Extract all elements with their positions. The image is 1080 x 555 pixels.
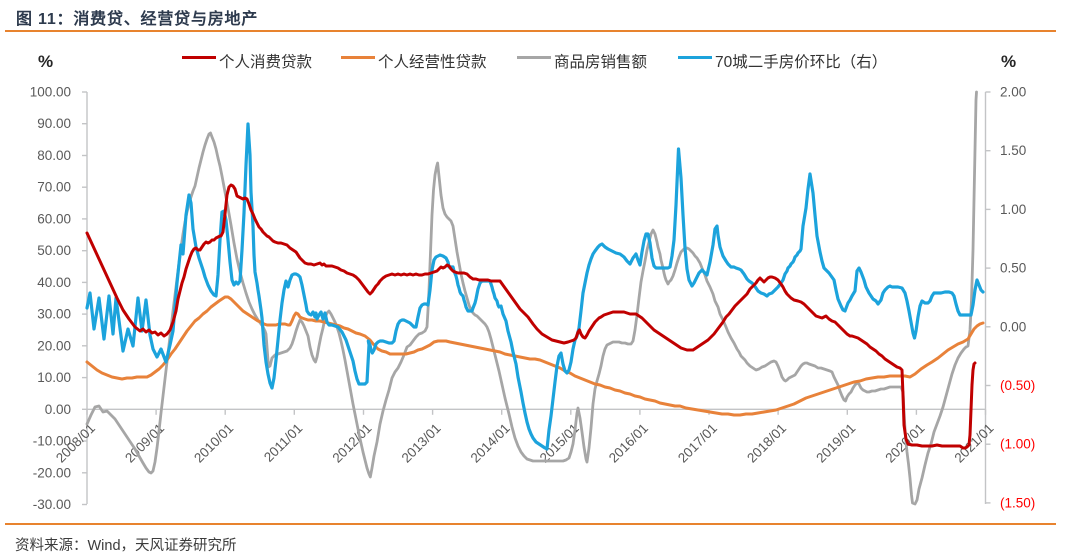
svg-text:2019/01: 2019/01: [813, 421, 858, 466]
svg-text:(1.50): (1.50): [1000, 495, 1035, 510]
svg-text:2017/01: 2017/01: [675, 421, 720, 466]
svg-text:20.00: 20.00: [37, 338, 71, 353]
svg-text:30.00: 30.00: [37, 307, 71, 322]
svg-text:40.00: 40.00: [37, 275, 71, 290]
svg-text:0.50: 0.50: [1000, 261, 1026, 276]
svg-text:60.00: 60.00: [37, 211, 71, 226]
svg-text:2010/01: 2010/01: [191, 421, 236, 466]
svg-text:2021/01: 2021/01: [951, 421, 996, 466]
svg-text:(1.00): (1.00): [1000, 437, 1035, 452]
svg-text:2014/01: 2014/01: [468, 421, 513, 466]
svg-text:2018/01: 2018/01: [744, 421, 789, 466]
svg-text:2016/01: 2016/01: [606, 421, 651, 466]
svg-text:70.00: 70.00: [37, 180, 71, 195]
svg-text:10.00: 10.00: [37, 370, 71, 385]
svg-text:2011/01: 2011/01: [261, 421, 305, 465]
svg-text:1.00: 1.00: [1000, 202, 1026, 217]
svg-text:-20.00: -20.00: [33, 465, 71, 480]
svg-text:2012/01: 2012/01: [329, 421, 374, 466]
svg-text:-10.00: -10.00: [33, 434, 71, 449]
svg-text:1.50: 1.50: [1000, 143, 1026, 158]
svg-text:2.00: 2.00: [1000, 85, 1026, 100]
svg-text:(0.50): (0.50): [1000, 378, 1035, 393]
svg-text:0.00: 0.00: [1000, 319, 1026, 334]
svg-text:50.00: 50.00: [37, 243, 71, 258]
svg-text:2013/01: 2013/01: [399, 421, 444, 466]
svg-text:80.00: 80.00: [37, 148, 71, 163]
svg-text:0.00: 0.00: [45, 402, 71, 417]
svg-text:100.00: 100.00: [30, 85, 71, 100]
svg-text:90.00: 90.00: [37, 116, 71, 131]
svg-text:-30.00: -30.00: [33, 497, 71, 512]
